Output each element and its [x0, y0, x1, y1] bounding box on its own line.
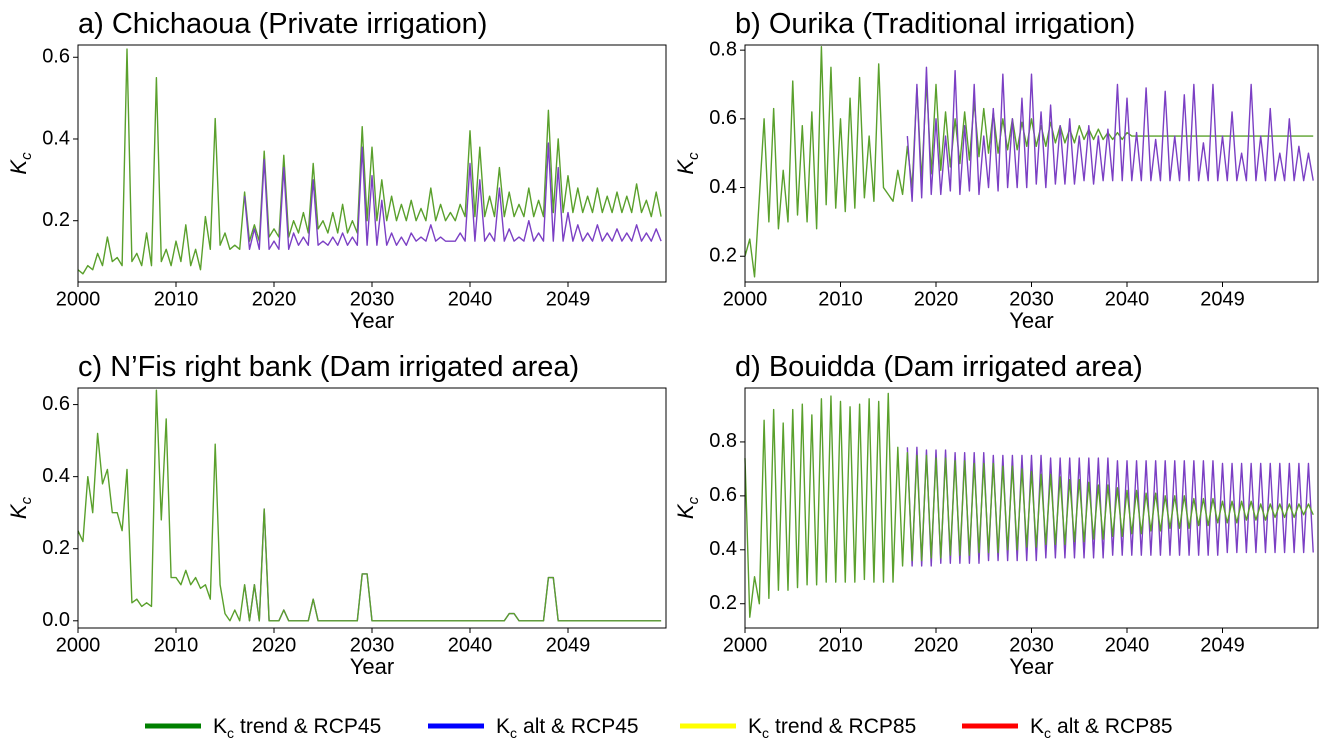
series-line — [77, 48, 662, 275]
chart-title: a) Chichaoua (Private irrigation) — [78, 8, 487, 40]
x-tick-label: 2010 — [818, 288, 863, 310]
legend-label: Kc trend & RCP45 — [213, 715, 381, 741]
legend-symbol: K — [213, 715, 227, 738]
chart-title: d) Bouidda (Dam irrigated area) — [735, 351, 1143, 383]
x-tick-label: 2020 — [252, 288, 297, 310]
x-tick-label: 2000 — [56, 634, 101, 656]
legend-name: trend & RCP45 — [240, 715, 381, 738]
y-tick-label: 0.8 — [709, 430, 737, 452]
x-tick-label: 2030 — [1009, 634, 1054, 656]
y-axis-label-symbol: K — [6, 503, 31, 519]
legend-label: Kc alt & RCP85 — [1030, 715, 1173, 741]
x-tick-label: 2020 — [914, 288, 959, 310]
legend-symbol: K — [748, 715, 762, 738]
chart-title: c) N’Fis right bank (Dam irrigated area) — [78, 351, 579, 383]
series-line — [243, 508, 662, 622]
y-axis-label: Kc — [6, 152, 35, 175]
chart-title: b) Ourika (Traditional irrigation) — [735, 8, 1135, 40]
x-tick-label: 2040 — [448, 288, 493, 310]
legend-name: alt & RCP45 — [523, 715, 639, 738]
series-line — [744, 392, 1314, 618]
x-tick-label: 2040 — [1105, 288, 1150, 310]
plot-frame — [744, 44, 1319, 283]
x-tick-label: 2000 — [723, 634, 768, 656]
y-tick-label: 0.4 — [42, 465, 70, 487]
x-tick-label: 2000 — [56, 288, 101, 310]
y-tick-label: 0.2 — [42, 537, 70, 559]
x-tick-label: 2010 — [154, 288, 199, 310]
y-tick-label: 0.2 — [709, 245, 737, 267]
legend-label: Kc trend & RCP85 — [748, 715, 916, 741]
plot-frame — [744, 387, 1319, 629]
y-tick-label: 0.2 — [42, 209, 70, 231]
x-tick-label: 2049 — [546, 288, 591, 310]
y-axis-label: Kc — [6, 496, 35, 519]
y-tick-label: 0.6 — [709, 484, 737, 506]
x-tick-label: 2049 — [546, 634, 591, 656]
y-axis-label-symbol: K — [673, 159, 698, 175]
x-axis-label: Year — [350, 654, 394, 679]
legend-subscript: c — [762, 725, 769, 741]
y-tick-label: 0.4 — [709, 176, 737, 198]
y-axis-label-symbol: K — [673, 503, 698, 519]
y-axis-label-subscript: c — [685, 496, 702, 504]
y-tick-label: 0.6 — [709, 107, 737, 129]
y-tick-label: 0.6 — [42, 393, 70, 415]
x-tick-label: 2010 — [818, 634, 863, 656]
plot-frame — [77, 387, 667, 629]
legend-subscript: c — [1044, 725, 1051, 741]
x-axis-label: Year — [350, 308, 394, 333]
y-axis-label: Kc — [673, 496, 702, 519]
x-tick-label: 2010 — [154, 634, 199, 656]
y-tick-label: 0.6 — [42, 46, 70, 68]
legend-symbol: K — [496, 715, 510, 738]
x-tick-label: 2049 — [1200, 634, 1245, 656]
y-axis-label-symbol: K — [6, 159, 31, 175]
series-line — [243, 142, 662, 251]
x-tick-label: 2040 — [448, 634, 493, 656]
x-tick-label: 2020 — [914, 634, 959, 656]
y-axis-label: Kc — [673, 152, 702, 175]
plot-frame — [77, 44, 667, 283]
y-tick-label: 0.4 — [709, 538, 737, 560]
y-tick-label: 0.4 — [42, 127, 70, 149]
legend-subscript: c — [510, 725, 517, 741]
legend-name: alt & RCP85 — [1057, 715, 1173, 738]
legend-symbol: K — [1030, 715, 1044, 738]
y-axis-label-subscript: c — [18, 496, 35, 504]
y-axis-label-subscript: c — [18, 152, 35, 160]
x-axis-label: Year — [1009, 654, 1053, 679]
x-tick-label: 2000 — [723, 288, 768, 310]
series-line — [906, 66, 1314, 202]
x-tick-label: 2020 — [252, 634, 297, 656]
y-tick-label: 0.2 — [709, 592, 737, 614]
legend-label: Kc alt & RCP45 — [496, 715, 639, 741]
x-tick-label: 2049 — [1200, 288, 1245, 310]
x-tick-label: 2040 — [1105, 634, 1150, 656]
legend-subscript: c — [227, 725, 234, 741]
x-tick-label: 2030 — [1009, 288, 1054, 310]
y-tick-label: 0.8 — [709, 38, 737, 60]
x-tick-label: 2030 — [350, 634, 395, 656]
series-line — [77, 389, 662, 622]
y-tick-label: 0.0 — [42, 609, 70, 631]
x-tick-label: 2030 — [350, 288, 395, 310]
x-axis-label: Year — [1009, 308, 1053, 333]
legend-name: trend & RCP85 — [775, 715, 916, 738]
y-axis-label-subscript: c — [685, 152, 702, 160]
